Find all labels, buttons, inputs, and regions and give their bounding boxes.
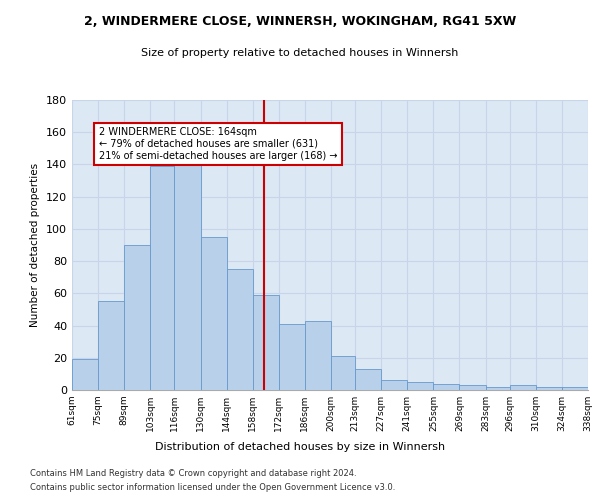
Text: Contains HM Land Registry data © Crown copyright and database right 2024.: Contains HM Land Registry data © Crown c… — [30, 468, 356, 477]
Bar — [305, 320, 331, 390]
Bar — [536, 387, 562, 390]
Bar — [200, 237, 227, 390]
Bar — [407, 382, 433, 390]
Bar — [175, 164, 200, 390]
Bar — [124, 245, 150, 390]
Bar — [562, 387, 588, 390]
Text: 2 WINDERMERE CLOSE: 164sqm
← 79% of detached houses are smaller (631)
21% of sem: 2 WINDERMERE CLOSE: 164sqm ← 79% of deta… — [99, 128, 338, 160]
Y-axis label: Number of detached properties: Number of detached properties — [31, 163, 40, 327]
Bar — [279, 324, 305, 390]
Bar — [98, 302, 124, 390]
Text: Distribution of detached houses by size in Winnersh: Distribution of detached houses by size … — [155, 442, 445, 452]
Text: Contains public sector information licensed under the Open Government Licence v3: Contains public sector information licen… — [30, 484, 395, 492]
Bar — [460, 385, 485, 390]
Bar — [510, 385, 536, 390]
Bar — [150, 166, 175, 390]
Bar — [355, 369, 381, 390]
Bar — [227, 269, 253, 390]
Bar — [485, 387, 510, 390]
Text: 2, WINDERMERE CLOSE, WINNERSH, WOKINGHAM, RG41 5XW: 2, WINDERMERE CLOSE, WINNERSH, WOKINGHAM… — [84, 15, 516, 28]
Bar — [72, 360, 98, 390]
Bar — [331, 356, 355, 390]
Bar — [433, 384, 460, 390]
Bar — [253, 295, 279, 390]
Text: Size of property relative to detached houses in Winnersh: Size of property relative to detached ho… — [142, 48, 458, 58]
Bar — [381, 380, 407, 390]
